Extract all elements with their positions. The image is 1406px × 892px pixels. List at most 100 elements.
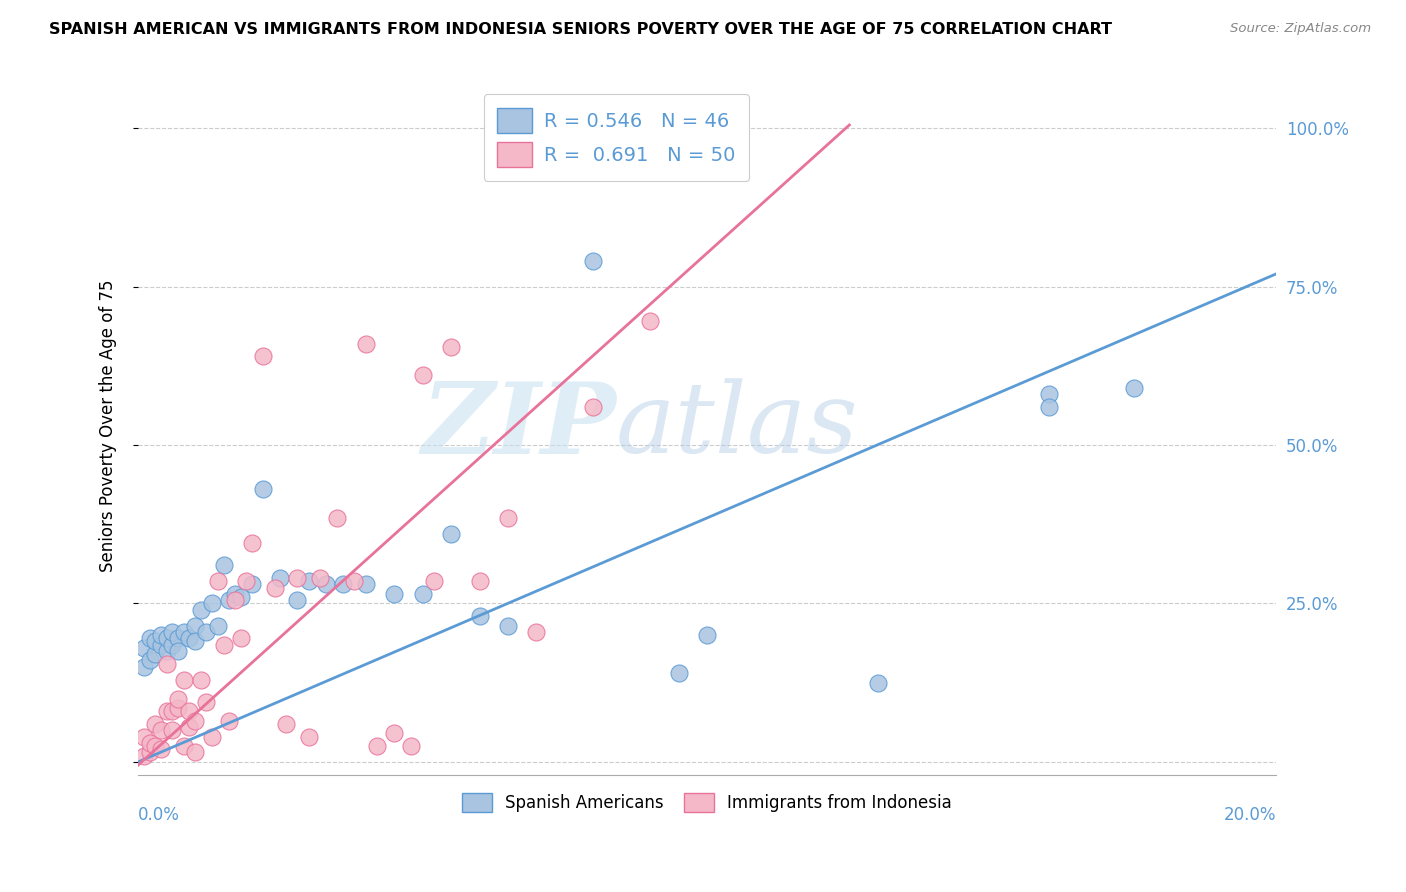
Point bbox=[440, 340, 463, 354]
Point bbox=[582, 400, 605, 414]
Point bbox=[184, 618, 207, 632]
Point bbox=[143, 739, 166, 753]
Point bbox=[132, 640, 155, 655]
Point bbox=[668, 666, 690, 681]
Point bbox=[132, 660, 155, 674]
Point bbox=[224, 587, 246, 601]
Point bbox=[167, 632, 190, 646]
Point bbox=[156, 644, 179, 658]
Point bbox=[162, 723, 184, 738]
Point bbox=[179, 632, 201, 646]
Point bbox=[309, 571, 332, 585]
Point bbox=[382, 587, 405, 601]
Point bbox=[132, 730, 155, 744]
Point bbox=[201, 597, 224, 611]
Point bbox=[1038, 387, 1060, 401]
Point bbox=[149, 628, 172, 642]
Point bbox=[212, 558, 235, 573]
Point bbox=[195, 695, 218, 709]
Point bbox=[190, 673, 212, 687]
Point bbox=[156, 704, 179, 718]
Point bbox=[269, 571, 291, 585]
Point bbox=[401, 739, 423, 753]
Point bbox=[1122, 381, 1144, 395]
Point bbox=[366, 739, 388, 753]
Text: ZIP: ZIP bbox=[422, 377, 616, 475]
Point bbox=[156, 657, 179, 671]
Point bbox=[468, 574, 491, 589]
Point bbox=[149, 638, 172, 652]
Point bbox=[343, 574, 366, 589]
Point bbox=[179, 704, 201, 718]
Point bbox=[173, 673, 195, 687]
Point bbox=[315, 577, 337, 591]
Point bbox=[354, 577, 377, 591]
Point bbox=[195, 624, 218, 639]
Point bbox=[143, 634, 166, 648]
Y-axis label: Seniors Poverty Over the Age of 75: Seniors Poverty Over the Age of 75 bbox=[100, 280, 117, 573]
Point bbox=[190, 603, 212, 617]
Point bbox=[224, 593, 246, 607]
Point bbox=[212, 638, 235, 652]
Point bbox=[138, 653, 160, 667]
Point bbox=[201, 730, 224, 744]
Point bbox=[207, 574, 229, 589]
Point bbox=[866, 675, 889, 690]
Point bbox=[696, 628, 718, 642]
Point bbox=[229, 590, 252, 604]
Point bbox=[298, 574, 321, 589]
Point bbox=[156, 632, 179, 646]
Point bbox=[235, 574, 257, 589]
Point bbox=[252, 483, 274, 497]
Point bbox=[526, 624, 548, 639]
Point bbox=[143, 647, 166, 661]
Point bbox=[229, 632, 252, 646]
Point bbox=[149, 742, 172, 756]
Point bbox=[468, 609, 491, 624]
Point bbox=[138, 745, 160, 759]
Point bbox=[287, 571, 309, 585]
Point bbox=[263, 581, 285, 595]
Point bbox=[184, 714, 207, 728]
Point bbox=[162, 624, 184, 639]
Point bbox=[423, 574, 446, 589]
Point bbox=[496, 511, 519, 525]
Point bbox=[582, 254, 605, 268]
Point bbox=[274, 717, 297, 731]
Point bbox=[496, 618, 519, 632]
Point bbox=[149, 723, 172, 738]
Point bbox=[1038, 400, 1060, 414]
Point bbox=[167, 644, 190, 658]
Point bbox=[143, 717, 166, 731]
Point bbox=[138, 632, 160, 646]
Text: 0.0%: 0.0% bbox=[138, 806, 180, 824]
Point bbox=[173, 739, 195, 753]
Point bbox=[173, 624, 195, 639]
Point bbox=[252, 349, 274, 363]
Point bbox=[638, 314, 661, 328]
Point bbox=[138, 736, 160, 750]
Text: Source: ZipAtlas.com: Source: ZipAtlas.com bbox=[1230, 22, 1371, 36]
Point bbox=[184, 745, 207, 759]
Point bbox=[332, 577, 354, 591]
Point bbox=[132, 748, 155, 763]
Point bbox=[179, 720, 201, 734]
Point bbox=[326, 511, 349, 525]
Point bbox=[382, 726, 405, 740]
Point bbox=[354, 336, 377, 351]
Point bbox=[440, 526, 463, 541]
Point bbox=[162, 638, 184, 652]
Point bbox=[298, 730, 321, 744]
Point bbox=[167, 691, 190, 706]
Legend: Spanish Americans, Immigrants from Indonesia: Spanish Americans, Immigrants from Indon… bbox=[456, 786, 959, 819]
Text: atlas: atlas bbox=[616, 378, 859, 474]
Point bbox=[218, 593, 240, 607]
Point bbox=[240, 577, 263, 591]
Point bbox=[167, 701, 190, 715]
Point bbox=[162, 704, 184, 718]
Point bbox=[184, 634, 207, 648]
Point bbox=[287, 593, 309, 607]
Text: 20.0%: 20.0% bbox=[1223, 806, 1277, 824]
Point bbox=[207, 618, 229, 632]
Point bbox=[412, 587, 434, 601]
